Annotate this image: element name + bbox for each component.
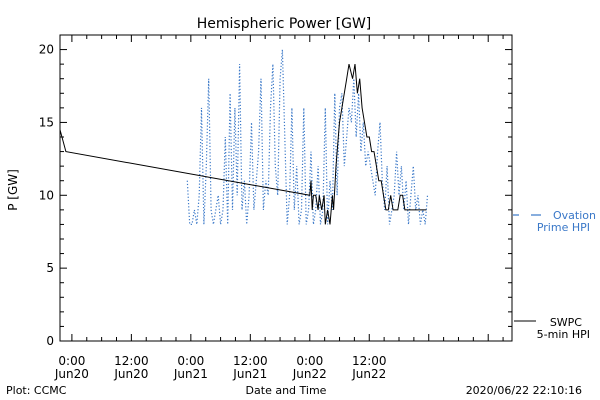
y-tick-label: 5	[46, 261, 54, 275]
x-tick-label-date: Jun22	[351, 367, 386, 381]
x-tick-label-time: 12:00	[233, 354, 268, 368]
legend-ovation-label-line1: Ovation	[553, 209, 596, 222]
chart-title: Hemispheric Power [GW]	[197, 16, 372, 32]
x-tick-label-date: Jun20	[113, 367, 148, 381]
plot-frame	[59, 34, 513, 342]
legend-ovation-label-line2: Prime HPI	[537, 221, 590, 234]
y-tick-label: 20	[39, 43, 54, 57]
x-tick-label-time: 0:00	[177, 354, 204, 368]
series-layer	[59, 49, 429, 225]
legend: SWPC 5-min HPI Ovation Prime HPI	[513, 209, 596, 341]
x-tick-label-date: Jun21	[232, 367, 267, 381]
y-axis-label: P [GW]	[6, 169, 20, 211]
x-tick-label-date: Jun21	[173, 367, 208, 381]
legend-swpc-label-line2: 5-min HPI	[537, 328, 590, 341]
y-tick-label: 0	[46, 334, 54, 348]
x-tick-label-date: Jun20	[54, 367, 89, 381]
x-axis-ticks: 0:00Jun2012:00Jun200:00Jun2112:00Jun210:…	[54, 35, 504, 381]
footer-timestamp: 2020/06/22 22:10:16	[466, 384, 582, 397]
x-tick-label-time: 12:00	[352, 354, 387, 368]
y-tick-label: 10	[39, 188, 54, 202]
y-axis-ticks: 0 5 10 15 20	[39, 34, 512, 348]
x-tick-label-time: 0:00	[58, 354, 85, 368]
x-tick-label-time: 12:00	[114, 354, 149, 368]
x-axis-label: Date and Time	[246, 384, 327, 397]
x-tick-label-time: 0:00	[296, 354, 323, 368]
x-tick-label-date: Jun22	[292, 367, 327, 381]
series-ovation-line	[186, 49, 429, 225]
y-tick-label: 15	[39, 115, 54, 129]
series-swpc-line	[59, 63, 427, 225]
legend-swpc-label-line1: SWPC	[550, 316, 582, 329]
footer-plot-source: Plot: CCMC	[6, 384, 67, 397]
